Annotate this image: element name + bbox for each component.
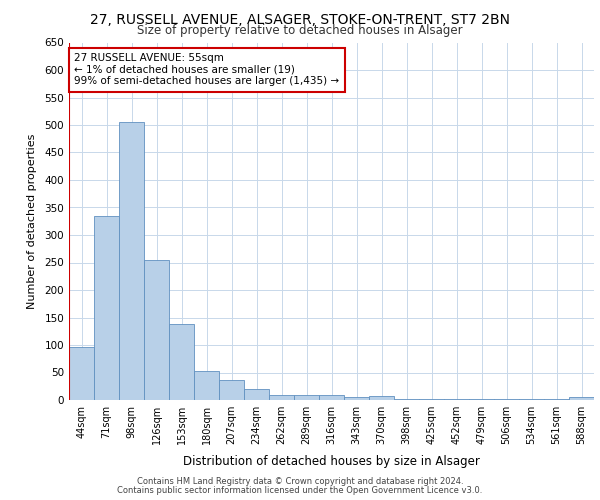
Bar — [469, 399, 494, 400]
X-axis label: Distribution of detached houses by size in Alsager: Distribution of detached houses by size … — [183, 456, 480, 468]
Bar — [344, 397, 369, 400]
Bar — [219, 380, 244, 400]
Bar — [519, 399, 544, 400]
Bar — [544, 399, 569, 400]
Bar — [119, 122, 144, 400]
Bar — [94, 216, 119, 400]
Bar — [369, 396, 394, 400]
Bar — [194, 371, 219, 400]
Bar — [444, 399, 469, 400]
Text: 27 RUSSELL AVENUE: 55sqm
← 1% of detached houses are smaller (19)
99% of semi-de: 27 RUSSELL AVENUE: 55sqm ← 1% of detache… — [74, 53, 340, 86]
Bar — [69, 346, 94, 400]
Y-axis label: Number of detached properties: Number of detached properties — [28, 134, 37, 309]
Bar — [269, 395, 294, 400]
Bar — [169, 324, 194, 400]
Bar — [294, 394, 319, 400]
Bar — [244, 389, 269, 400]
Bar — [419, 399, 444, 400]
Bar — [394, 399, 419, 400]
Bar — [144, 260, 169, 400]
Text: Size of property relative to detached houses in Alsager: Size of property relative to detached ho… — [137, 24, 463, 37]
Text: 27, RUSSELL AVENUE, ALSAGER, STOKE-ON-TRENT, ST7 2BN: 27, RUSSELL AVENUE, ALSAGER, STOKE-ON-TR… — [90, 12, 510, 26]
Bar — [494, 399, 519, 400]
Text: Contains HM Land Registry data © Crown copyright and database right 2024.: Contains HM Land Registry data © Crown c… — [137, 478, 463, 486]
Text: Contains public sector information licensed under the Open Government Licence v3: Contains public sector information licen… — [118, 486, 482, 495]
Bar — [319, 394, 344, 400]
Bar — [569, 397, 594, 400]
